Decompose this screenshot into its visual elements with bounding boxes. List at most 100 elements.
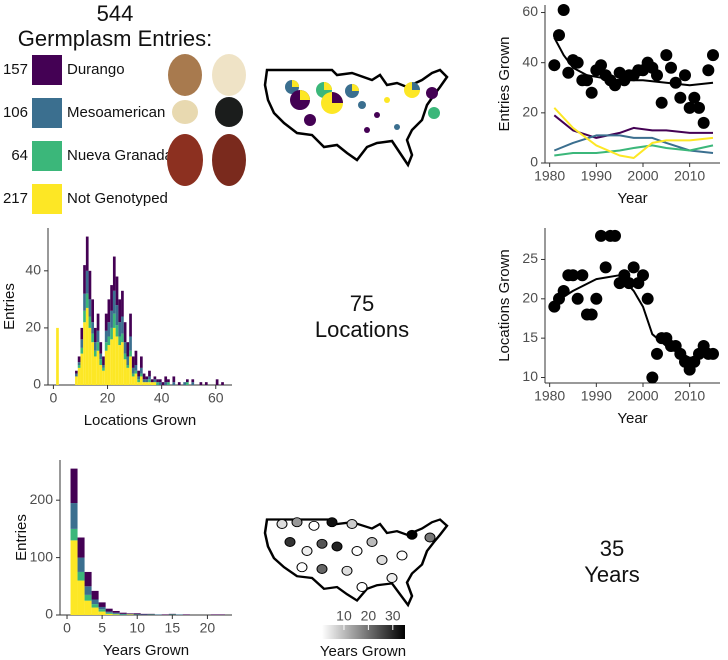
bar-segment <box>94 356 97 385</box>
bar-segment <box>145 379 149 383</box>
point <box>585 86 598 99</box>
point <box>679 69 691 82</box>
bar-segment <box>123 353 127 360</box>
chart: 10 15 20 25 1980 1990 2000 2010 Year Locations Gr… <box>496 228 720 427</box>
bar-segment <box>107 322 111 337</box>
legend-label: Nueva Granada <box>67 147 174 164</box>
bar-segment <box>134 365 138 371</box>
point <box>571 292 584 305</box>
bar-segment <box>186 379 189 383</box>
legend: 157 Durango 106 Mesoamerican 64 Nueva Granada… <box>3 55 174 214</box>
bar-segment <box>137 379 140 383</box>
us-map-years <box>263 517 449 607</box>
point <box>595 59 607 72</box>
bar-segment <box>147 614 155 615</box>
bar-segment <box>118 299 122 323</box>
bar-segment <box>215 379 219 385</box>
y-axis-title: Entries Grown <box>496 36 513 131</box>
point <box>637 269 649 282</box>
bar-segment <box>123 342 127 354</box>
bar-segment <box>129 313 132 337</box>
bar-segment <box>131 367 135 374</box>
bar-segment <box>70 503 78 529</box>
bar-segment <box>126 613 134 614</box>
bar-segment <box>88 327 92 385</box>
bar-segment <box>164 376 168 383</box>
x-tick-label: 10 <box>129 620 145 636</box>
point <box>595 229 607 242</box>
bar-segment <box>131 373 135 377</box>
bar-segment <box>91 590 99 600</box>
bar-segment <box>75 373 78 377</box>
colorbar-tick-label: 10 <box>336 608 352 624</box>
bar-segment <box>140 356 143 368</box>
point <box>609 229 621 242</box>
x-tick-label: 40 <box>154 390 170 406</box>
bar-segment <box>123 359 127 385</box>
bar-segment <box>80 327 84 340</box>
bar-segment <box>96 330 100 343</box>
bar-segment <box>91 607 99 615</box>
bar-segment <box>115 336 119 385</box>
bar-segment <box>112 313 116 328</box>
point <box>697 116 710 129</box>
bar-segment <box>83 293 86 311</box>
bar-segment <box>121 333 124 343</box>
legend-swatch <box>32 184 62 214</box>
bar-segment <box>88 270 92 300</box>
point <box>646 371 659 384</box>
bar-segment <box>131 376 135 385</box>
chart: 0 20 40 60 1980 1990 2000 2010 Year Entries Grown <box>496 3 720 207</box>
point <box>581 74 593 87</box>
x-tick-label: 20 <box>200 620 216 636</box>
bar-segment <box>137 376 140 380</box>
bar-segment <box>107 336 111 346</box>
bar-segment <box>107 299 111 323</box>
bar-segment <box>118 322 122 337</box>
point <box>693 101 705 114</box>
bar-segment <box>91 299 94 323</box>
bar-segment <box>96 342 100 351</box>
bar-segment <box>118 336 122 346</box>
y-tick-label: 20 <box>522 290 538 306</box>
bar-segment <box>96 350 100 385</box>
point <box>623 277 635 290</box>
bar-segment <box>99 359 103 366</box>
point <box>655 96 668 109</box>
bar-segment <box>77 356 81 363</box>
bar-segment <box>133 613 141 615</box>
trend-line <box>553 114 713 139</box>
point <box>571 56 584 69</box>
bar-segment <box>158 379 162 383</box>
x-axis-title: Years Grown <box>103 642 189 659</box>
bar-segment <box>96 313 100 331</box>
bar-segment <box>134 373 138 385</box>
bar-segment <box>168 613 176 615</box>
bar-segment <box>191 382 195 385</box>
y-axis-title: Locations Grown <box>496 249 513 362</box>
bar-segment <box>118 345 122 385</box>
bar-segment <box>102 365 105 368</box>
bar-segment <box>99 365 103 385</box>
bar-segment <box>142 373 146 380</box>
bar-segment <box>154 614 162 615</box>
x-tick-label: 0 <box>50 390 58 406</box>
bar-segment <box>140 614 148 615</box>
bar-segment <box>172 376 176 383</box>
x-tick-label: 2010 <box>674 168 705 184</box>
bar-segment <box>112 612 120 614</box>
bar-segment <box>77 557 85 572</box>
us-map-pies <box>263 68 449 167</box>
bar-segment <box>112 614 120 615</box>
trend-line <box>554 144 714 157</box>
bar-segment <box>175 614 183 615</box>
point <box>562 66 575 79</box>
bar-segment <box>77 365 81 368</box>
bar-segment <box>112 327 116 385</box>
point <box>651 69 663 82</box>
bar-segment <box>83 322 86 385</box>
x-tick-label: 60 <box>208 390 224 406</box>
bar-segment <box>153 379 157 383</box>
bar-segment <box>131 356 135 368</box>
